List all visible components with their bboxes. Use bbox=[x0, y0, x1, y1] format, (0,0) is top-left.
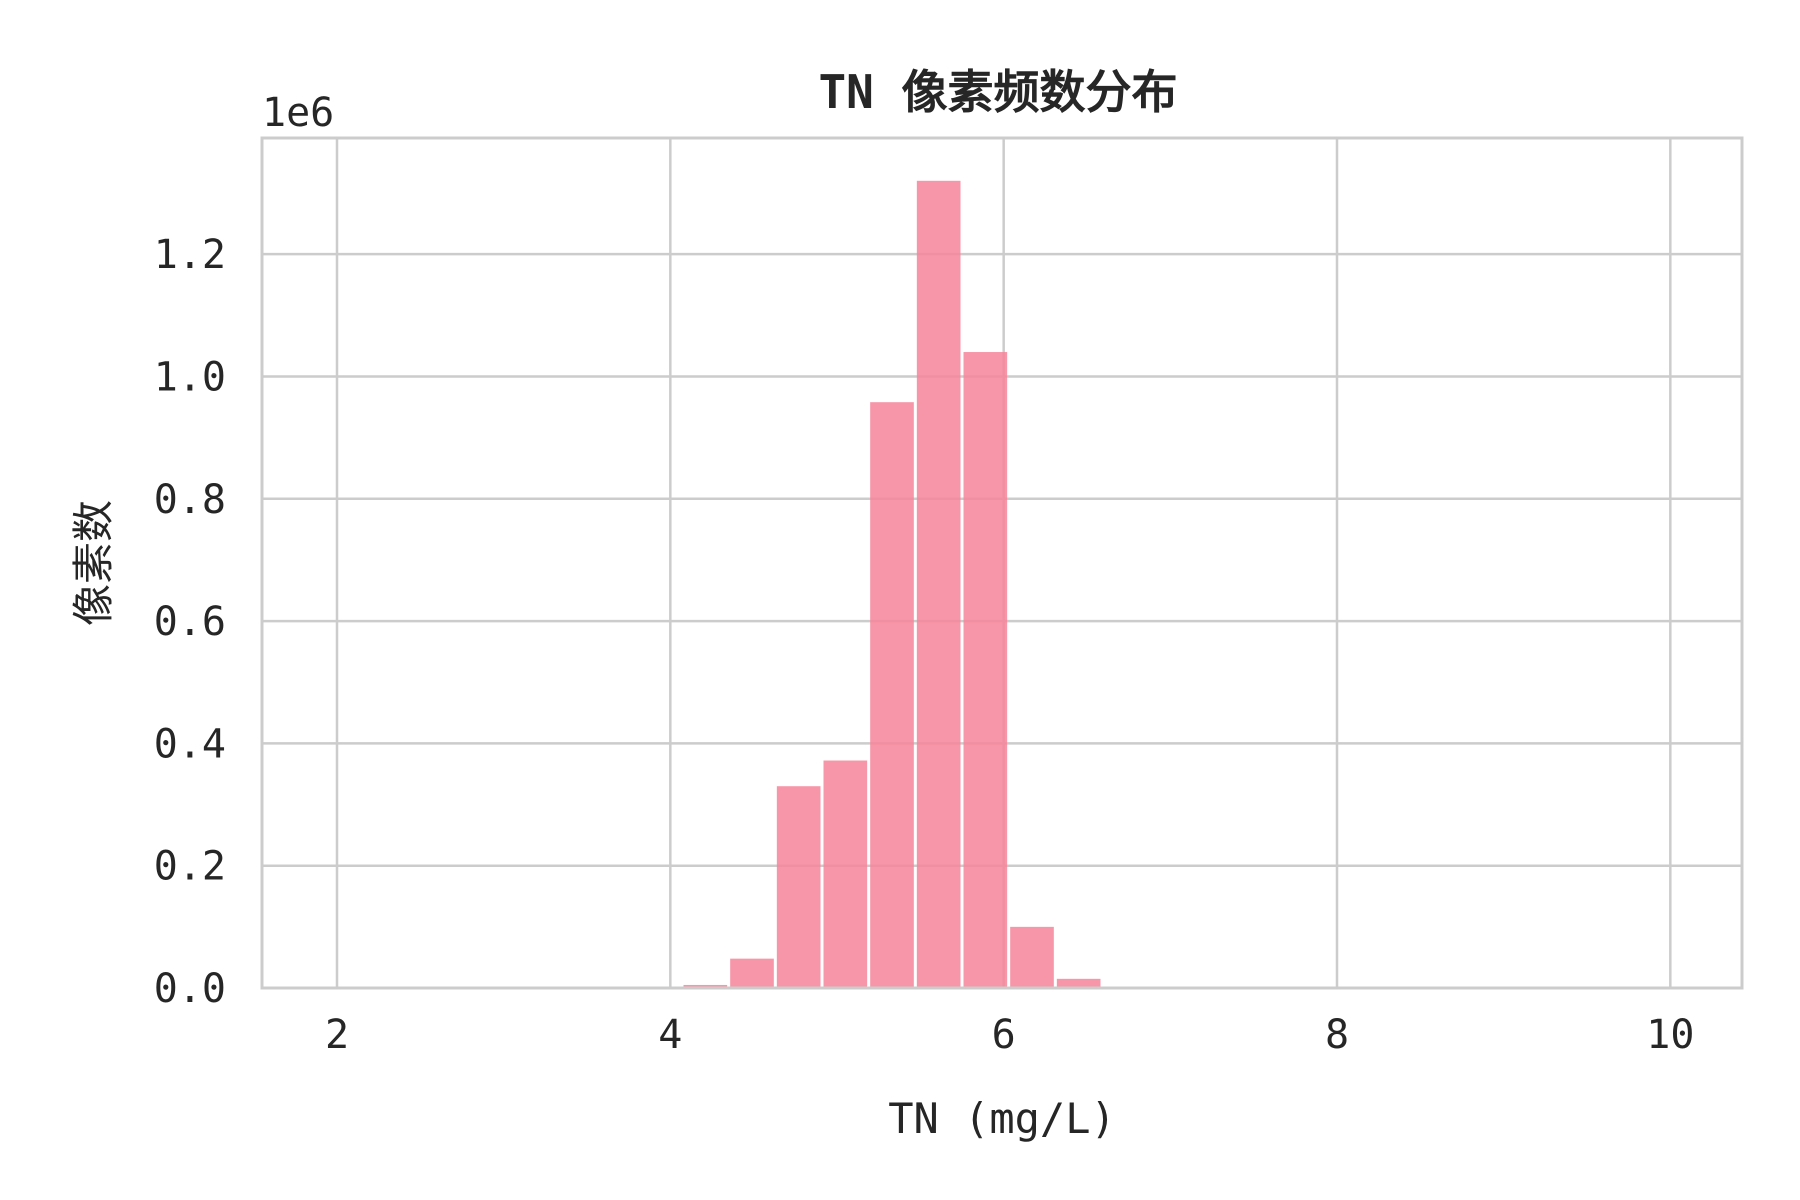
x-tick-label: 8 bbox=[1325, 1012, 1349, 1058]
y-tick-label: 1.0 bbox=[154, 354, 226, 400]
y-tick-label: 0.8 bbox=[154, 477, 226, 523]
x-axis-title: TN (mg/L) bbox=[888, 1094, 1116, 1143]
plot-frame bbox=[260, 136, 1744, 990]
histogram-bar bbox=[776, 786, 821, 988]
histogram-bar bbox=[823, 760, 868, 988]
histogram-bar bbox=[963, 352, 1008, 988]
y-tick-labels: 0.0 0.2 0.4 0.6 0.8 1.0 1.2 bbox=[154, 232, 226, 1012]
y-tick-label: 0.2 bbox=[154, 844, 226, 890]
x-tick-label: 6 bbox=[992, 1012, 1016, 1058]
bars bbox=[683, 180, 1101, 988]
y-tick-label: 1.2 bbox=[154, 232, 226, 278]
x-tick-label: 2 bbox=[325, 1012, 349, 1058]
chart-title: TN 像素频数分布 bbox=[818, 65, 1177, 119]
y-tick-label: 0.6 bbox=[154, 599, 226, 645]
histogram-bar bbox=[1010, 926, 1054, 988]
x-tick-label: 10 bbox=[1646, 1012, 1694, 1058]
x-tick-label: 4 bbox=[658, 1012, 682, 1058]
histogram-bar bbox=[1056, 978, 1101, 988]
y-axis-title: 像素数 bbox=[69, 500, 118, 626]
histogram-bar bbox=[870, 402, 914, 988]
y-tick-label: 0.0 bbox=[154, 966, 226, 1012]
histogram-bar bbox=[683, 984, 728, 988]
y-tick-label: 0.4 bbox=[154, 721, 226, 767]
histogram-bar bbox=[730, 958, 774, 988]
x-tick-labels: 2 4 6 8 10 bbox=[325, 1012, 1694, 1058]
y-offset-label: 1e6 bbox=[262, 90, 334, 136]
histogram-bar bbox=[916, 180, 961, 988]
